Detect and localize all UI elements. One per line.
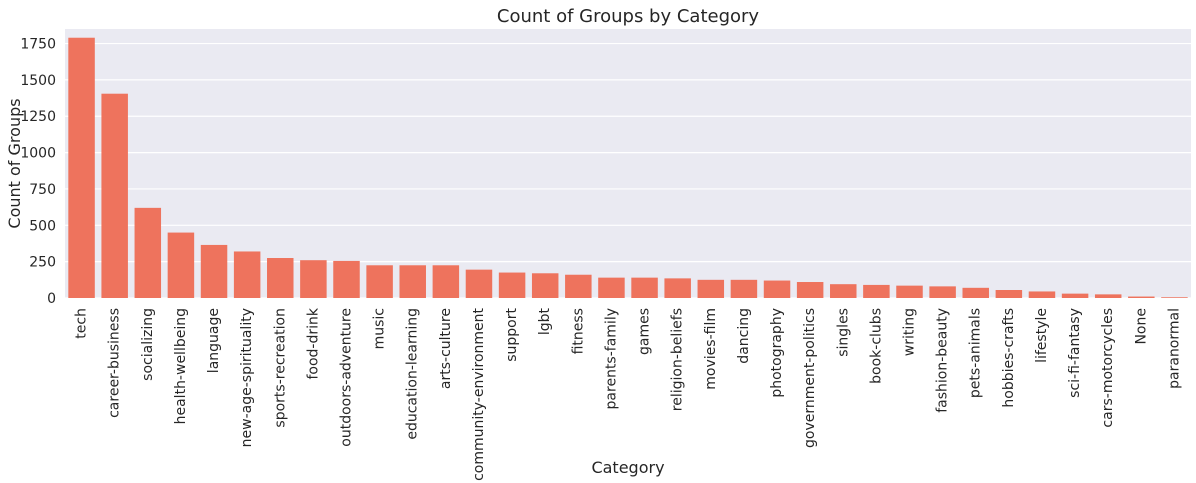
bar-language bbox=[200, 244, 228, 298]
bar-dancing bbox=[730, 279, 758, 298]
bar-fashion-beauty bbox=[929, 286, 956, 298]
y-tick-label: 1250 bbox=[20, 109, 56, 125]
bar-sports-recreation bbox=[267, 258, 294, 298]
bar-games bbox=[631, 277, 658, 298]
bar-parents-family bbox=[598, 277, 625, 298]
x-tick-label: games bbox=[637, 308, 653, 355]
x-tick-label: tech bbox=[74, 308, 90, 339]
x-tick-label: movies-film bbox=[703, 308, 719, 390]
chart-title: Count of Groups by Category bbox=[497, 6, 760, 27]
bar-photography bbox=[763, 280, 791, 298]
x-tick-label: support bbox=[504, 308, 520, 362]
x-tick-label: fashion-beauty bbox=[935, 308, 951, 413]
x-tick-label: sci-fi-fantasy bbox=[1067, 308, 1083, 398]
x-axis-label: Category bbox=[591, 458, 664, 477]
x-tick-label: government-politics bbox=[802, 308, 818, 448]
bar-education-learning bbox=[399, 265, 426, 298]
bar-singles bbox=[830, 284, 857, 298]
x-tick-label: language bbox=[206, 308, 222, 373]
x-tick-labels: tech career-business socializing health-wel… bbox=[74, 307, 1183, 481]
x-tick-label: community-environment bbox=[471, 307, 487, 480]
bar-cars-motorcycles bbox=[1094, 294, 1122, 298]
x-tick-label: hobbies-crafts bbox=[1001, 308, 1017, 408]
x-tick-label: health-wellbeing bbox=[173, 308, 189, 424]
y-tick-label: 1500 bbox=[20, 73, 56, 89]
bar-sci-fi-fantasy bbox=[1061, 293, 1089, 298]
x-tick-label: dancing bbox=[736, 308, 752, 364]
x-tick-label: book-clubs bbox=[868, 308, 884, 384]
x-tick-label: fitness bbox=[570, 308, 586, 354]
x-tick-label: writing bbox=[902, 308, 918, 356]
bar-hobbies-crafts bbox=[995, 290, 1023, 298]
x-tick-label: lifestyle bbox=[1034, 308, 1050, 363]
x-tick-label: arts-culture bbox=[438, 308, 454, 389]
y-tick-label: 1750 bbox=[20, 37, 56, 53]
y-tick-label: 750 bbox=[29, 182, 56, 198]
x-tick-label: lgbt bbox=[537, 307, 553, 335]
x-tick-label: religion-beliefs bbox=[670, 308, 686, 411]
y-tick-label: 0 bbox=[47, 291, 56, 307]
bar-pets-animals bbox=[962, 287, 989, 298]
x-tick-label: singles bbox=[835, 308, 851, 357]
y-tick-labels: 0 250 500 750 1000 1250 1500 1750 bbox=[20, 37, 56, 307]
bar-arts-culture bbox=[432, 265, 460, 298]
x-tick-label: food-drink bbox=[305, 307, 321, 379]
bar-community-environment bbox=[465, 269, 493, 298]
bar-book-clubs bbox=[863, 284, 890, 298]
x-tick-label: career-business bbox=[107, 308, 123, 418]
x-tick-label: photography bbox=[769, 308, 785, 398]
bar-music bbox=[366, 265, 393, 298]
bar-government-politics bbox=[796, 282, 824, 298]
bar-religion-beliefs bbox=[664, 278, 691, 298]
bar-new-age-spirituality bbox=[233, 251, 261, 298]
x-tick-label: education-learning bbox=[405, 308, 421, 440]
x-tick-label: None bbox=[1133, 308, 1149, 345]
bar-movies-film bbox=[697, 279, 725, 298]
bars bbox=[68, 37, 1188, 298]
bar-socializing bbox=[134, 207, 162, 298]
bar-career-business bbox=[101, 93, 128, 298]
bar-tech bbox=[68, 37, 95, 298]
x-tick-label: new-age-spirituality bbox=[239, 308, 255, 447]
bar-writing bbox=[896, 285, 923, 298]
y-tick-label: 1000 bbox=[20, 146, 56, 162]
bar-support bbox=[498, 272, 526, 298]
bar-food-drink bbox=[300, 260, 327, 298]
bar-lifestyle bbox=[1028, 291, 1056, 298]
x-tick-label: music bbox=[372, 308, 388, 349]
bar-paranormal bbox=[1161, 297, 1188, 298]
bar-none bbox=[1128, 296, 1155, 298]
x-tick-label: socializing bbox=[140, 308, 156, 381]
y-tick-label: 500 bbox=[29, 218, 56, 234]
x-tick-label: cars-motorcycles bbox=[1100, 308, 1116, 428]
x-tick-label: sports-recreation bbox=[272, 308, 288, 428]
y-tick-label: 250 bbox=[29, 255, 56, 271]
bar-outdoors-adventure bbox=[333, 260, 360, 298]
y-axis-label: Count of Groups bbox=[5, 98, 24, 228]
bar-health-wellbeing bbox=[167, 232, 195, 298]
bar-lgbt bbox=[531, 273, 559, 298]
x-tick-label: parents-family bbox=[603, 308, 619, 409]
bar-fitness bbox=[565, 274, 592, 298]
x-tick-label: pets-animals bbox=[968, 308, 984, 398]
x-tick-label: outdoors-adventure bbox=[339, 308, 355, 447]
x-tick-label: paranormal bbox=[1166, 308, 1182, 389]
